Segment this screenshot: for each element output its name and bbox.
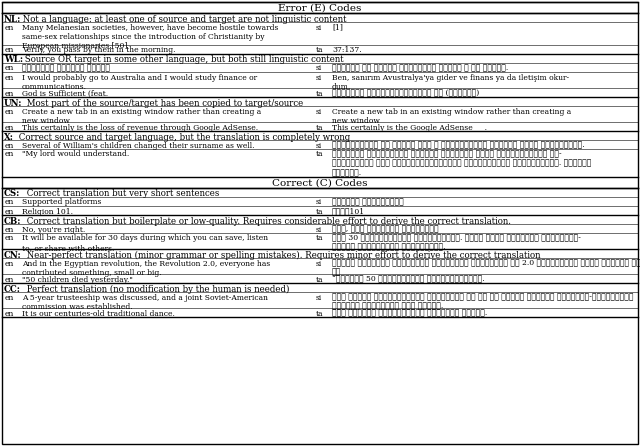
Text: en: en [5,226,14,234]
Text: si: si [316,24,323,32]
Text: "My lord would understand.: "My lord would understand. [22,150,129,158]
Text: WL:: WL: [4,55,23,65]
Text: "50 children died yesterday.": "50 children died yesterday." [22,276,133,284]
Text: Perfect translation (no modification by the human is needed): Perfect translation (no modification by … [24,285,289,293]
Text: A 5-year trusteeship was discussed, and a joint Soviet-American
commission was e: A 5-year trusteeship was discussed, and … [22,293,268,311]
Text: Create a new tab in an existing window rather than creating a
new window: Create a new tab in an existing window r… [332,107,572,125]
Text: කොල්ලම මත මගින් පැල්ය්ඪේ නෆින් ම නම කරිසි.: කොල්ලම මත මගින් පැල්ය්ඪේ නෆින් ම නම කරිස… [332,65,508,73]
Text: This certainly is the Google AdSense     .: This certainly is the Google AdSense . [332,124,487,132]
Text: si: si [316,226,323,234]
Text: en: en [5,276,14,284]
Text: en: en [5,74,14,82]
Text: Many Melanesian societies, however, have become hostile towards
same-sex relatio: Many Melanesian societies, however, have… [22,24,278,50]
Text: ta: ta [316,235,324,243]
Text: Correct (C) Codes: Correct (C) Codes [272,178,368,187]
Text: en: en [5,107,14,116]
Text: en: en [5,235,14,243]
Text: si: si [316,293,323,301]
Text: Correct translation but boilerplate or low-quality. Requires considerable effort: Correct translation but boilerplate or l… [24,216,511,226]
Text: NL:: NL: [4,15,21,24]
Text: Most part of the source/target has been copied to target/source: Most part of the source/target has been … [24,99,303,107]
Text: en: en [5,46,14,54]
Text: ta: ta [316,90,324,98]
Text: si: si [316,198,323,206]
Text: en: en [5,124,14,132]
Text: Create a new tab in an existing window rather than creating a
new window: Create a new tab in an existing window r… [22,107,261,125]
Text: en: en [5,260,14,268]
Text: Supported platforms: Supported platforms [22,198,101,206]
Text: “நேற்று 50 குழந்தைகள் இறந்துவிட்டன.: “நேற்று 50 குழந்தைகள் இறந்துவிட்டன. [332,276,484,284]
Text: Near-perfect translation (minor grammar or spelling mistakes). Requires minor ef: Near-perfect translation (minor grammar … [24,251,541,260]
Text: [1]: [1] [332,24,343,32]
Text: God is Sufficient (feat.: God is Sufficient (feat. [22,90,108,98]
Text: en: en [5,198,14,206]
Text: en: en [5,293,14,301]
Text: அள்ளாஹ் பர்யாப்தமானவர் ஹை (கர்தவ்): அள்ளாஹ் பர்யாப்தமானவர் ஹை (கர்தவ்) [332,90,479,98]
Text: ta: ta [316,207,324,215]
Text: CB:: CB: [4,216,22,226]
Text: It will be available for 30 days during which you can save, listen
to, or share : It will be available for 30 days during … [22,235,268,252]
Text: This certainly is the loss of revenue through Google AdSense.: This certainly is the loss of revenue th… [22,124,258,132]
Text: en: en [5,310,14,318]
Text: si: si [316,65,323,73]
Text: si: si [316,260,323,268]
Text: en: en [5,65,14,73]
Text: en: en [5,90,14,98]
Text: Religion 101.: Religion 101. [22,207,73,215]
Text: Several of William's children changed their surname as well.: Several of William's children changed th… [22,141,255,149]
Text: en: en [5,150,14,158]
Text: CS:: CS: [4,190,20,198]
Text: மதம்101: மதம்101 [332,207,365,215]
Text: මෙයෙද උක්ක්කට පාක්ස්සට පැල්යේසි පැල්යේසි ඇන 2.0 ක්රාන්තිය යට්ට දුන්න් අස ගයඬ් ගට: මෙයෙද උක්ක්කට පාක්ස්සට පැල්යේසි පැල්යේසි… [332,260,640,277]
Text: Correct translation but very short sentences: Correct translation but very short sente… [24,190,220,198]
Text: en: en [5,24,14,32]
Text: இது 30 நாட்களுக்கு கிடைக்கும். இதன் போது நீங்கள் மற்றவர்க-
ளுடன் பகிர்ந்து கொள்ள: இது 30 நாட்களுக்கு கிடைக்கும். இதன் போது… [332,235,581,252]
Text: 37:137.: 37:137. [332,46,362,54]
Text: en: en [5,141,14,149]
Text: Source OR target in some other language, but both still linguistic content: Source OR target in some other language,… [22,55,344,65]
Text: UN:: UN: [4,99,22,107]
Text: X:: X: [4,132,14,141]
Text: en: en [5,207,14,215]
Text: කිය, යන් අදහර්මේ සියය්සය්: කිය, යන් අදහර්මේ සියය්සය් [332,226,438,234]
Text: நீங்கள் அறிந்தவரை இறைவன் என்பதன் எளிய அம்சங்களைல் வி-
வரித்தால் என் போன்றவர்களுக: நீங்கள் அறிந்தவரை இறைவன் என்பதன் எளிய அம… [332,150,591,177]
Text: ta: ta [316,276,324,284]
Text: I would probably go to Australia and I would study finance or
communications.: I would probably go to Australia and I w… [22,74,257,91]
Text: ta: ta [316,150,324,158]
Text: No, you're right.: No, you're right. [22,226,85,234]
Text: Ben, sanırım Avustralya'ya gider ve finans ya da iletişim okur-
dum.: Ben, sanırım Avustralya'ya gider ve fina… [332,74,569,91]
Text: Not a language: at least one of source and target are not linguistic content: Not a language: at least one of source a… [20,15,346,24]
Text: si: si [316,107,323,116]
Text: CN:: CN: [4,251,22,260]
Text: උන් ඇල්දු වාර්ගයඬ්දණ් බොලොයාලු දි ඇව ුය ෞන්එද ොළින්ට සොවියට්-කොග්යායන්
යහන්ත් සා: උන් ඇල්දු වාර්ගයඬ්දණ් බොලොයාලු දි ඇව ුය … [332,293,634,311]
Text: It is our centuries-old traditional dance.: It is our centuries-old traditional danc… [22,310,175,318]
Text: si: si [316,74,323,82]
Text: இது எங்கள் நூறுறுண்டு பழமையான நடனம்.: இது எங்கள் நூறுறுண்டு பழமையான நடனம். [332,310,487,318]
Text: ta: ta [316,124,324,132]
Text: ta: ta [316,310,324,318]
Text: Correct source and target language, but the translation is completely wrong: Correct source and target language, but … [16,132,350,141]
Text: උපකාරය වේදිකාවන්: උපකාරය වේදිකාවන් [332,198,404,206]
Text: Error (E) Codes: Error (E) Codes [278,4,362,12]
Text: ග්රෙඹ්යල්ට අය යුවත් නම් ද වෙනස්්කින් බර්ගව් ලලපත වෙෞන්කරයි.: ග්රෙඹ්යල්ට අය යුවත් නම් ද වෙනස්්කින් බර්… [332,141,584,149]
Text: ។បម្បឹង យយក្រទ ត័ង័។: ។បម្បឹង យយក្រទ ត័ង័។ [22,65,110,73]
Text: CC:: CC: [4,285,21,293]
Text: si: si [316,141,323,149]
Text: ta: ta [316,46,324,54]
Text: Verily, you pass by them in the morning.: Verily, you pass by them in the morning. [22,46,175,54]
Text: And in the Egyptian revolution, the Revolution 2.0, everyone has
contributed som: And in the Egyptian revolution, the Revo… [22,260,270,277]
